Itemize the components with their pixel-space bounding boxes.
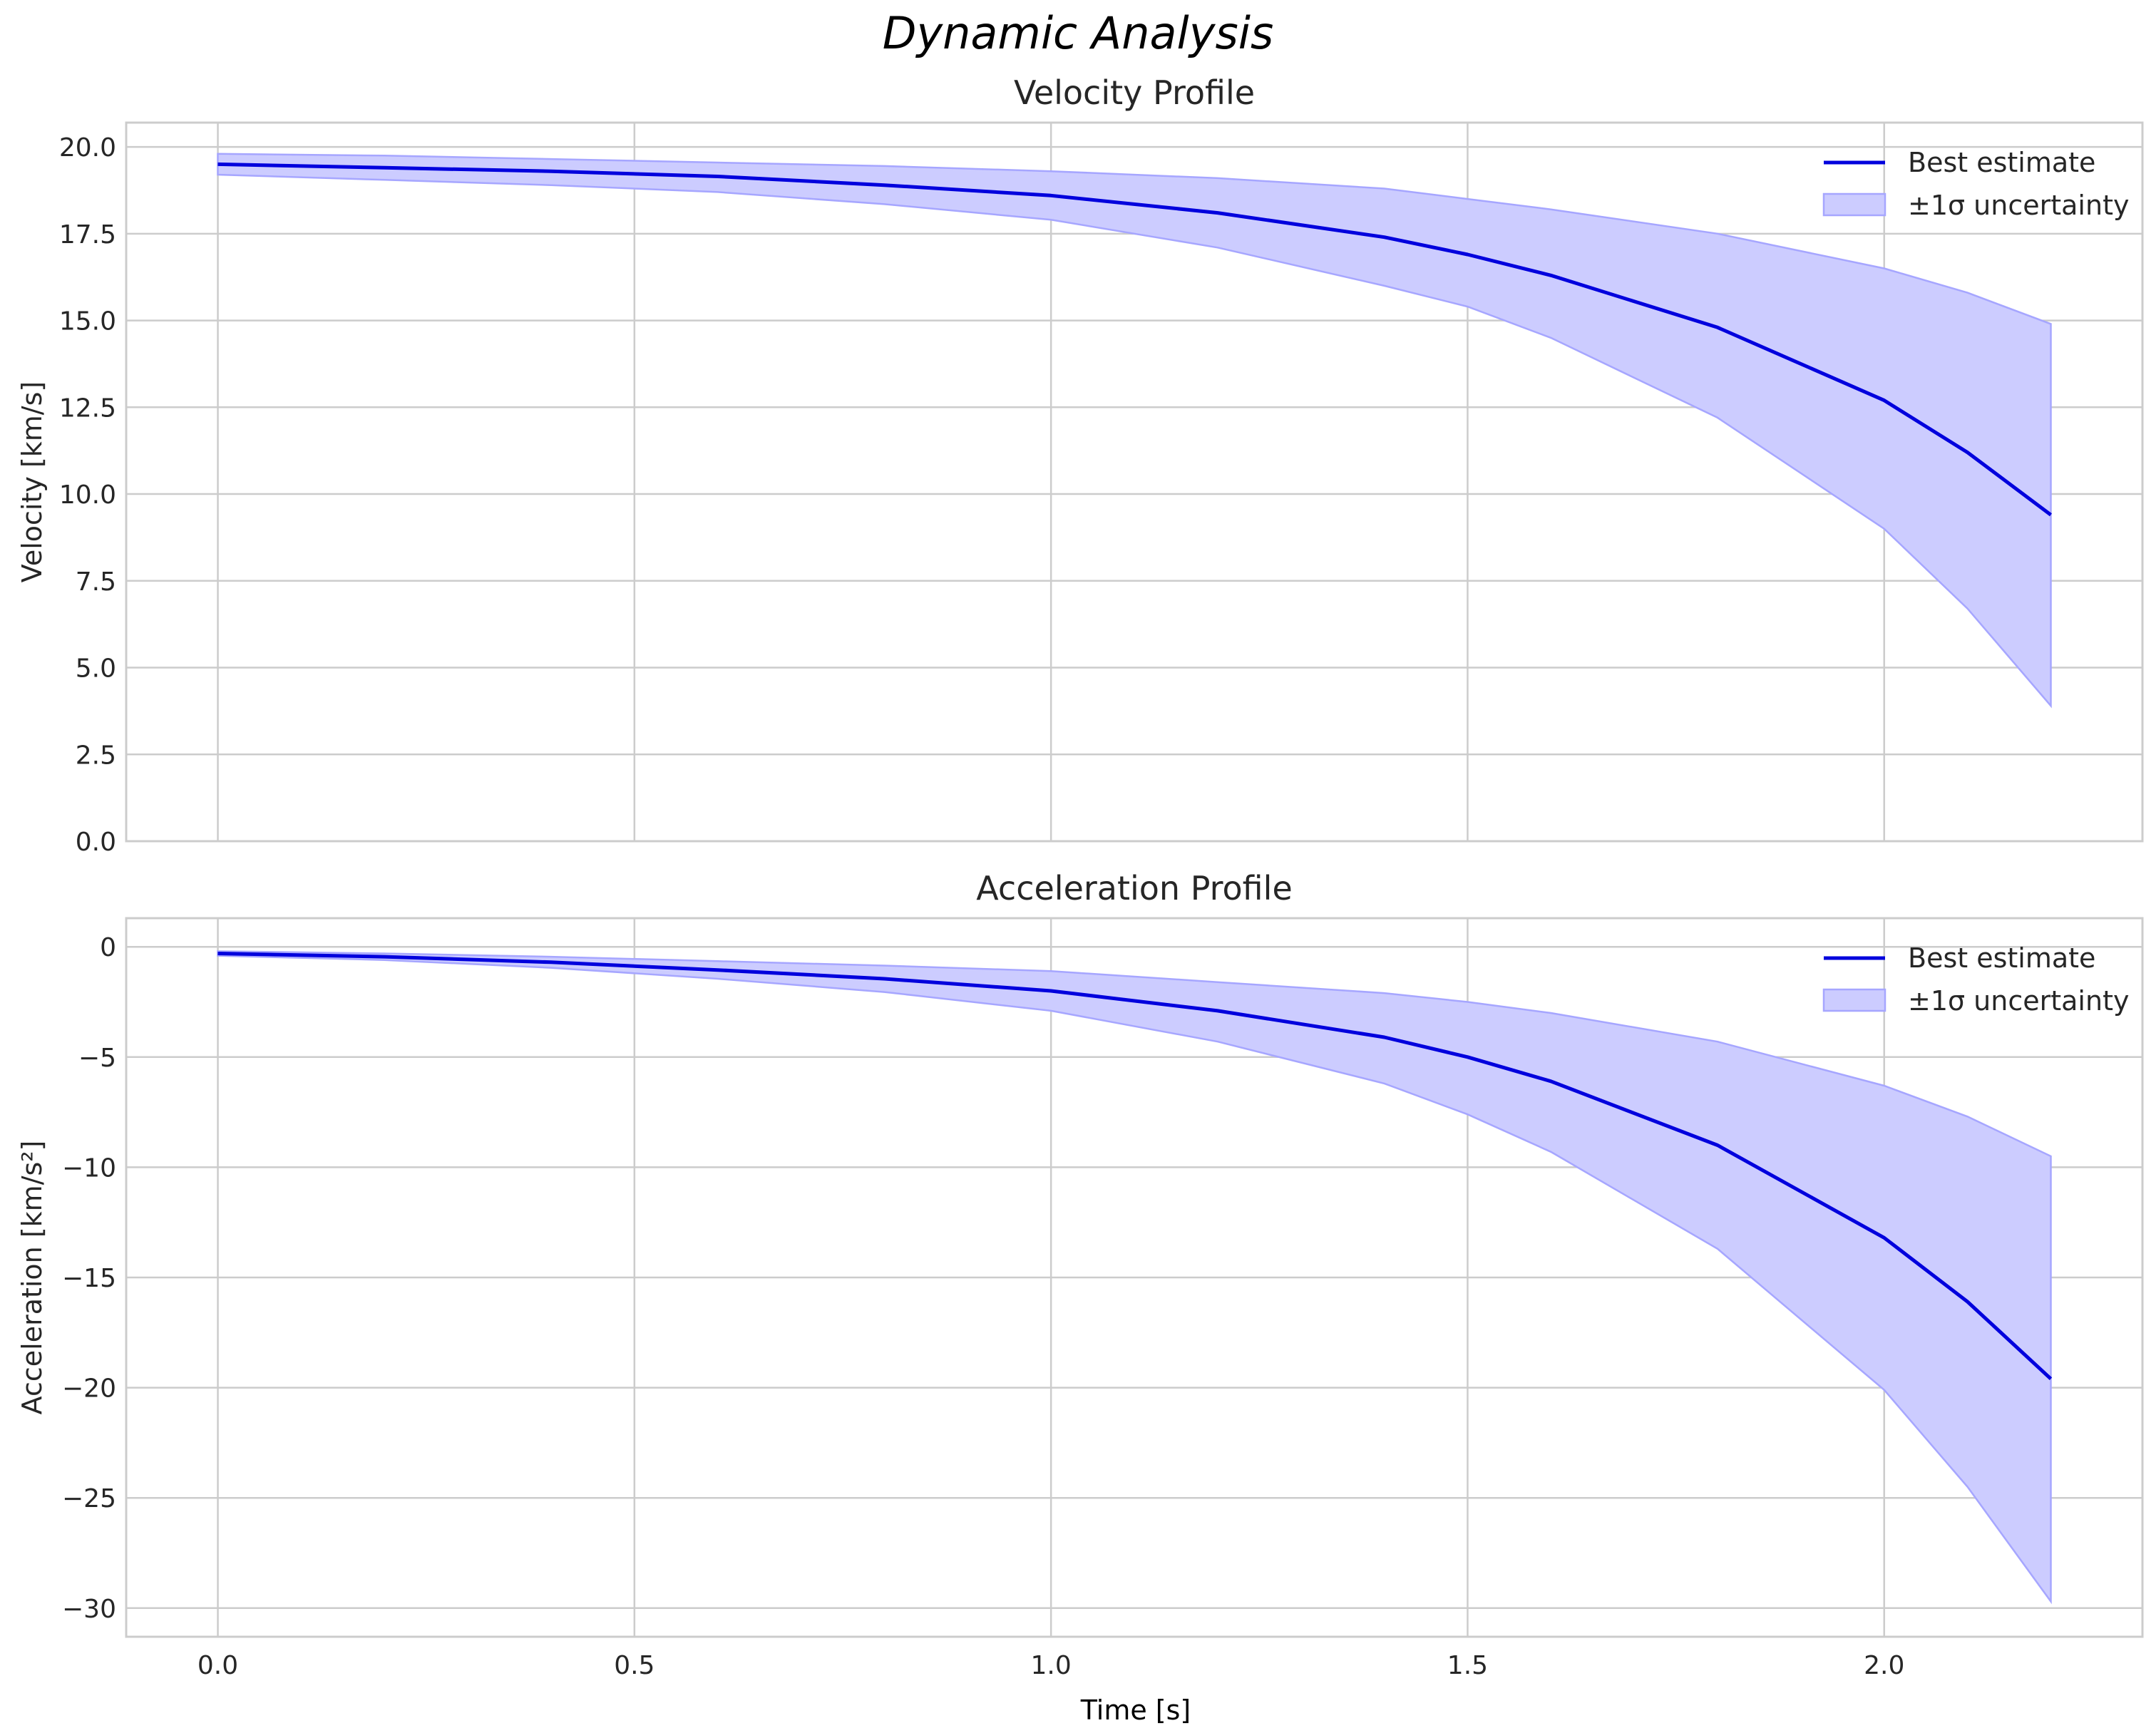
axes-frame bbox=[125, 121, 2144, 843]
legend-label: Best estimate bbox=[1908, 942, 2095, 974]
y-axis-label: Acceleration [km/s²] bbox=[16, 1141, 48, 1415]
y-tick-label: 12.5 bbox=[59, 394, 116, 423]
subplot-title: Velocity Profile bbox=[1014, 73, 1255, 112]
y-tick-label: 0.0 bbox=[76, 828, 116, 857]
y-tick-label: 20.0 bbox=[59, 133, 116, 163]
figure-title: Dynamic Analysis bbox=[883, 7, 1274, 59]
y-tick-label: −30 bbox=[62, 1595, 116, 1624]
legend-label: ±1σ uncertainty bbox=[1908, 190, 2129, 221]
acceleration-subplot: Acceleration Profile 0.0 0.5 1.0 1.5 2.0 0 −5 −1… bbox=[16, 869, 2144, 1680]
y-tick-label: −25 bbox=[62, 1484, 116, 1513]
y-tick-label: 10.0 bbox=[59, 480, 116, 510]
x-tick-label: 0.5 bbox=[614, 1651, 654, 1680]
x-tick-label: 1.5 bbox=[1447, 1651, 1488, 1680]
y-tick-label: −10 bbox=[62, 1153, 116, 1183]
y-tick-label: −5 bbox=[78, 1044, 116, 1073]
y-tick-label: 2.5 bbox=[76, 741, 116, 770]
legend-fill-swatch bbox=[1822, 192, 1886, 217]
x-tick-label: 0.0 bbox=[197, 1651, 238, 1680]
y-tick-label: −15 bbox=[62, 1264, 116, 1293]
x-tick-label: 2.0 bbox=[1864, 1651, 1904, 1680]
y-tick-label: 0 bbox=[100, 933, 116, 962]
y-tick-label: 17.5 bbox=[59, 220, 116, 250]
velocity-subplot: Velocity Profile 0.0 2.5 5.0 7.5 10.0 12.5 15.0… bbox=[16, 73, 2144, 857]
legend-label: ±1σ uncertainty bbox=[1908, 985, 2129, 1017]
best-estimate-line bbox=[217, 952, 2053, 1381]
uncertainty-band bbox=[217, 153, 2052, 709]
y-tick-label: 15.0 bbox=[59, 307, 116, 336]
y-tick-label: 7.5 bbox=[76, 567, 116, 597]
y-tick-label: 5.0 bbox=[76, 654, 116, 684]
legend-label: Best estimate bbox=[1908, 147, 2095, 178]
x-axis-label: Time [s] bbox=[1080, 1694, 1191, 1726]
legend-fill-swatch bbox=[1822, 988, 1886, 1012]
subplot-title: Acceleration Profile bbox=[976, 869, 1293, 907]
axes-frame bbox=[125, 917, 2144, 1638]
x-tick-label: 1.0 bbox=[1031, 1651, 1072, 1680]
y-axis-label: Velocity [km/s] bbox=[16, 381, 48, 582]
best-estimate-line bbox=[217, 162, 2053, 517]
y-tick-label: −20 bbox=[62, 1374, 116, 1404]
uncertainty-band bbox=[217, 950, 2052, 1605]
